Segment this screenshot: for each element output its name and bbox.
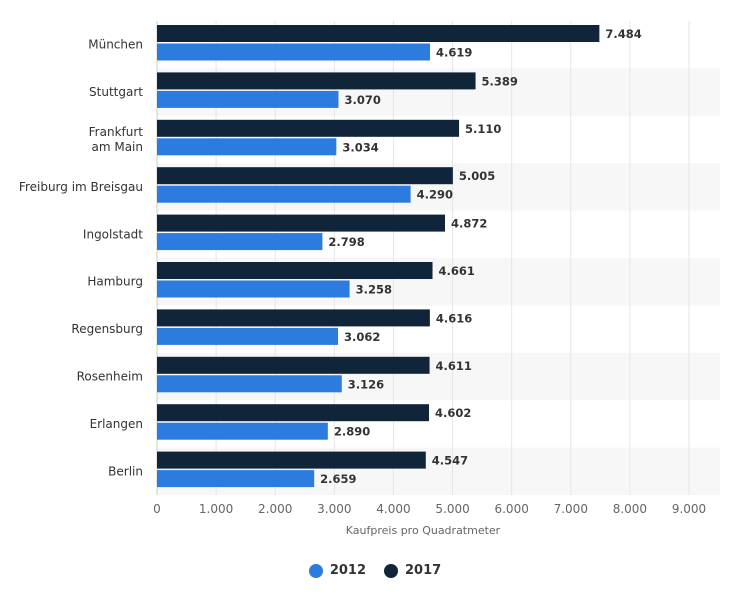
- category-label: Stuttgart: [89, 85, 143, 99]
- value-label-2017: 5.110: [465, 122, 501, 136]
- value-label-2017: 4.616: [436, 311, 472, 325]
- value-label-2017: 7.484: [605, 27, 641, 41]
- value-label-2012: 3.070: [344, 93, 380, 107]
- x-tick-label: 4.000: [376, 502, 410, 516]
- x-tick-label: 2.000: [258, 502, 292, 516]
- category-label: Ingolstadt: [83, 227, 143, 241]
- value-labels: 7.484 4.619 5.389 3.070 5.110 3.034 5.005 4.290…: [320, 27, 642, 486]
- bar-2017[interactable]: [157, 309, 430, 327]
- legend: 2012 2017: [0, 563, 750, 578]
- bar-2012[interactable]: [157, 280, 350, 298]
- bar-2017[interactable]: [157, 404, 430, 422]
- value-label-2012: 2.798: [328, 235, 364, 249]
- category-label: Berlin: [108, 464, 143, 478]
- bar-2012[interactable]: [157, 470, 315, 488]
- legend-label: 2012: [329, 563, 366, 578]
- bar-2017[interactable]: [157, 167, 453, 185]
- value-label-2012: 3.034: [342, 140, 378, 154]
- category-label: Freiburg im Breisgau: [19, 180, 143, 194]
- legend-dot-icon: [384, 563, 398, 578]
- bar-2017[interactable]: [157, 356, 430, 374]
- bar-2012[interactable]: [157, 138, 337, 156]
- bars: [157, 25, 600, 488]
- category-label: Hamburg: [87, 275, 143, 289]
- x-tick-label: 6.000: [494, 502, 528, 516]
- value-label-2017: 4.872: [451, 217, 487, 231]
- category-label: am Main: [91, 140, 143, 154]
- value-label-2012: 3.062: [344, 330, 380, 344]
- category-label: Rosenheim: [77, 370, 143, 384]
- value-label-2017: 4.661: [439, 264, 475, 278]
- bar-2012[interactable]: [157, 90, 339, 108]
- value-label-2017: 4.611: [436, 359, 472, 373]
- category-label: Frankfurt: [89, 125, 144, 139]
- bar-2017[interactable]: [157, 451, 426, 469]
- x-tick-label: 7.000: [554, 502, 588, 516]
- value-label-2017: 4.602: [435, 406, 471, 420]
- bar-2017[interactable]: [157, 214, 445, 232]
- x-tick-label: 0: [153, 502, 161, 516]
- value-label-2012: 4.290: [417, 188, 453, 202]
- x-axis-title: Kaufpreis pro Quadratmeter: [346, 524, 501, 537]
- value-label-2012: 2.890: [334, 425, 370, 439]
- x-axis-ticks: 0 1.000 2.000 3.000 4.000 5.000 6.000 7.000 8.00…: [153, 502, 706, 516]
- bar-2012[interactable]: [157, 185, 411, 203]
- value-label-2017: 4.547: [432, 454, 468, 468]
- bar-2012[interactable]: [157, 422, 328, 440]
- bar-2017[interactable]: [157, 119, 460, 137]
- value-label-2012: 3.258: [356, 283, 392, 297]
- x-tick-label: 5.000: [435, 502, 469, 516]
- legend-item-2017[interactable]: 2017: [384, 563, 441, 578]
- bar-2017[interactable]: [157, 262, 433, 279]
- category-label: Regensburg: [71, 322, 143, 336]
- legend-label: 2017: [405, 563, 442, 578]
- bar-2017[interactable]: [157, 25, 600, 42]
- category-label: München: [88, 38, 143, 52]
- x-tick-label: 3.000: [317, 502, 351, 516]
- gridlines: [156, 21, 690, 495]
- bar-2012[interactable]: [157, 375, 342, 393]
- x-tick-label: 9.000: [672, 502, 706, 516]
- value-label-2012: 3.126: [348, 377, 384, 391]
- bar-2012[interactable]: [157, 233, 323, 251]
- value-label-2012: 2.659: [320, 472, 356, 486]
- bar-2017[interactable]: [157, 72, 476, 90]
- x-tick-label: 8.000: [613, 502, 647, 516]
- legend-item-2012[interactable]: 2012: [308, 563, 366, 578]
- bar-2012[interactable]: [157, 43, 431, 61]
- category-label: Erlangen: [90, 417, 143, 431]
- value-label-2017: 5.389: [482, 74, 518, 88]
- x-tick-label: 1.000: [199, 502, 233, 516]
- legend-dot-icon: [308, 563, 323, 578]
- value-label-2012: 4.619: [436, 46, 472, 60]
- value-label-2017: 5.005: [459, 169, 495, 183]
- bar-2012[interactable]: [157, 327, 338, 345]
